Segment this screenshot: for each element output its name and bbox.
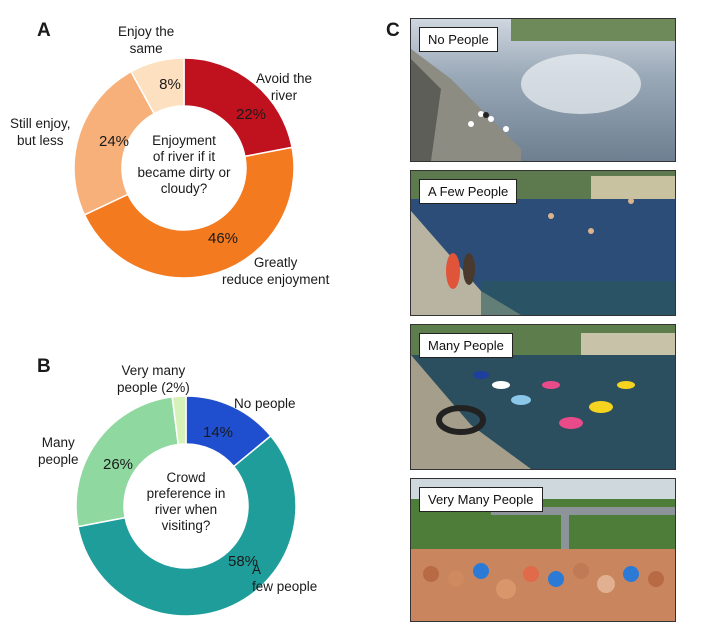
pct-label-avoid: 22% [235, 106, 267, 123]
label-still-enjoy: Still enjoy, but less [10, 116, 71, 148]
label-very-many: Very many people (2%) [117, 363, 190, 395]
photo-many-people: Many People [410, 324, 676, 470]
label-many-people: Many people [38, 435, 79, 467]
photo-no-people: No People [410, 18, 676, 162]
pct-label-many: 26% [102, 456, 134, 473]
chart-b-center-text: Crowd preference in river when visiting? [146, 470, 226, 533]
photo-very-many-people: Very Many People [410, 478, 676, 622]
label-few-people: A few people [252, 562, 318, 594]
chart-b-slice-very-many-people [171, 395, 187, 446]
photo-label-many-people: Many People [419, 333, 513, 358]
label-no-people: No people [234, 396, 296, 411]
pct-label-greatly: 46% [207, 230, 239, 247]
donut-chart-crowd [75, 395, 297, 617]
pct-label-no-people: 14% [202, 424, 234, 441]
chart-b-slice-a-few-people [77, 434, 297, 617]
donut-chart-enjoyment [73, 57, 295, 279]
photo-few-people: A Few People [410, 170, 676, 316]
photo-label-few-people: A Few People [419, 179, 518, 204]
chart-a-slice-greatly-reduce-enjoyment [83, 146, 295, 279]
label-avoid-river: Avoid the river [256, 71, 313, 103]
photo-label-very-many-people: Very Many People [419, 487, 543, 512]
photo-label-no-people: No People [419, 27, 498, 52]
label-enjoy-same: Enjoy the same [118, 24, 175, 56]
pct-label-few: 58% [227, 553, 259, 570]
panel-letter-a: A [37, 20, 51, 41]
pct-label-still: 24% [98, 133, 130, 150]
chart-a-center-text: Enjoyment of river if it became dirty or… [137, 133, 231, 196]
panel-letter-b: B [37, 356, 51, 377]
chart-b-slice-many-people [75, 396, 180, 528]
pct-label-same: 8% [159, 76, 181, 93]
chart-a-slice-enjoy-the-same [129, 57, 185, 115]
label-greatly-reduce: Greatly reduce enjoyment [222, 255, 330, 287]
photo-few-people-image [411, 171, 675, 315]
panel-letter-c: C [386, 20, 400, 41]
